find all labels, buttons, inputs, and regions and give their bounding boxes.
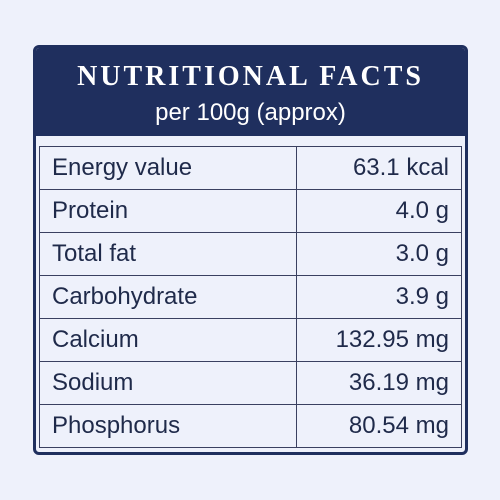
table-row: Sodium 36.19 mg (39, 361, 462, 405)
nutrient-name: Total fat (39, 232, 297, 276)
table-row: Phosphorus 80.54 mg (39, 404, 462, 448)
nutrition-table: Energy value 63.1 kcal Protein 4.0 g Total f… (39, 146, 462, 448)
nutrient-value: 4.0 g (296, 189, 462, 233)
nutrient-value: 80.54 mg (296, 404, 462, 448)
title: NUTRITIONAL FACTS (77, 61, 424, 92)
nutrient-name: Protein (39, 189, 297, 233)
nutrition-card: NUTRITIONAL FACTS per 100g (approx) Ener… (33, 45, 468, 455)
nutrient-value: 132.95 mg (296, 318, 462, 362)
table-row: Energy value 63.1 kcal (39, 146, 462, 190)
nutrient-value: 3.0 g (296, 232, 462, 276)
nutrient-name: Energy value (39, 146, 297, 190)
nutrient-name: Carbohydrate (39, 275, 297, 319)
table-row: Total fat 3.0 g (39, 232, 462, 276)
table-row: Calcium 132.95 mg (39, 318, 462, 362)
table-row: Carbohydrate 3.9 g (39, 275, 462, 319)
subtitle: per 100g (approx) (155, 99, 346, 126)
table-row: Protein 4.0 g (39, 189, 462, 233)
nutrient-value: 3.9 g (296, 275, 462, 319)
nutrient-value: 63.1 kcal (296, 146, 462, 190)
nutrient-name: Sodium (39, 361, 297, 405)
nutrient-name: Phosphorus (39, 404, 297, 448)
nutrient-name: Calcium (39, 318, 297, 362)
nutrient-value: 36.19 mg (296, 361, 462, 405)
header: NUTRITIONAL FACTS per 100g (approx) (36, 48, 465, 136)
